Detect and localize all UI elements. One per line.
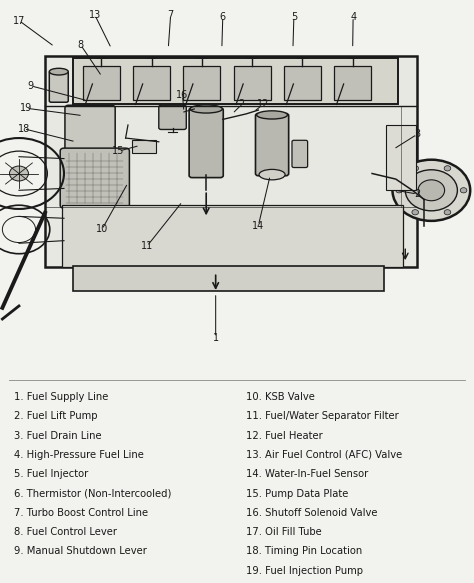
Text: 12: 12 — [257, 100, 269, 110]
Text: 9: 9 — [28, 81, 34, 91]
Text: 2: 2 — [238, 100, 245, 110]
FancyBboxPatch shape — [292, 141, 308, 167]
Text: 10. KSB Valve: 10. KSB Valve — [246, 392, 315, 402]
Text: 19. Fuel Injection Pump: 19. Fuel Injection Pump — [246, 566, 364, 576]
Text: 7: 7 — [167, 10, 174, 20]
Circle shape — [9, 166, 28, 181]
Circle shape — [396, 188, 402, 193]
FancyBboxPatch shape — [60, 148, 129, 208]
Text: 5: 5 — [291, 12, 297, 22]
Ellipse shape — [49, 68, 68, 75]
Text: 4: 4 — [350, 12, 356, 22]
Text: 6. Thermistor (Non-Intercooled): 6. Thermistor (Non-Intercooled) — [14, 489, 172, 498]
Ellipse shape — [256, 111, 287, 119]
Text: 13: 13 — [89, 10, 101, 20]
Text: 8. Fuel Control Lever: 8. Fuel Control Lever — [14, 527, 117, 537]
FancyBboxPatch shape — [159, 105, 186, 129]
FancyBboxPatch shape — [49, 71, 68, 102]
Circle shape — [412, 166, 419, 171]
Text: 8: 8 — [78, 40, 83, 50]
Text: 17. Oil Fill Tube: 17. Oil Fill Tube — [246, 527, 322, 537]
Text: 14. Water-In-Fuel Sensor: 14. Water-In-Fuel Sensor — [246, 469, 369, 479]
Text: 7. Turbo Boost Control Line: 7. Turbo Boost Control Line — [14, 508, 148, 518]
Text: 9. Manual Shutdown Lever: 9. Manual Shutdown Lever — [14, 546, 147, 557]
Circle shape — [444, 210, 451, 215]
FancyBboxPatch shape — [234, 66, 271, 100]
FancyBboxPatch shape — [45, 56, 417, 267]
Ellipse shape — [259, 170, 285, 180]
Circle shape — [392, 160, 470, 221]
Text: 16. Shutoff Solenoid Valve: 16. Shutoff Solenoid Valve — [246, 508, 378, 518]
Text: 1. Fuel Supply Line: 1. Fuel Supply Line — [14, 392, 109, 402]
FancyBboxPatch shape — [73, 266, 384, 291]
Circle shape — [444, 166, 451, 171]
Text: 4. High-Pressure Fuel Line: 4. High-Pressure Fuel Line — [14, 450, 144, 460]
Ellipse shape — [190, 105, 222, 113]
Circle shape — [412, 210, 419, 215]
Text: 18: 18 — [18, 124, 30, 134]
Text: 11: 11 — [141, 241, 153, 251]
Text: 1: 1 — [213, 333, 219, 343]
Text: 2: 2 — [414, 189, 420, 199]
FancyBboxPatch shape — [189, 108, 223, 178]
Text: 3: 3 — [414, 129, 420, 139]
Text: 12. Fuel Heater: 12. Fuel Heater — [246, 431, 323, 441]
FancyBboxPatch shape — [255, 114, 289, 175]
FancyBboxPatch shape — [334, 66, 371, 100]
Text: 10: 10 — [96, 224, 108, 234]
Text: 14: 14 — [252, 221, 264, 231]
Text: 18. Timing Pin Location: 18. Timing Pin Location — [246, 546, 363, 557]
Text: 16: 16 — [176, 90, 189, 100]
FancyBboxPatch shape — [133, 66, 170, 100]
Text: 15. Pump Data Plate: 15. Pump Data Plate — [246, 489, 349, 498]
FancyBboxPatch shape — [73, 58, 398, 104]
FancyBboxPatch shape — [284, 66, 321, 100]
Text: 6: 6 — [220, 12, 226, 22]
FancyBboxPatch shape — [183, 66, 220, 100]
FancyBboxPatch shape — [65, 105, 115, 156]
FancyBboxPatch shape — [132, 139, 156, 153]
Text: 3. Fuel Drain Line: 3. Fuel Drain Line — [14, 431, 102, 441]
FancyBboxPatch shape — [386, 125, 416, 190]
Text: 17: 17 — [13, 16, 25, 26]
Circle shape — [460, 188, 467, 193]
Circle shape — [405, 170, 457, 211]
Circle shape — [418, 180, 445, 201]
Text: 2. Fuel Lift Pump: 2. Fuel Lift Pump — [14, 412, 98, 422]
FancyBboxPatch shape — [62, 205, 403, 267]
Text: 13. Air Fuel Control (AFC) Valve: 13. Air Fuel Control (AFC) Valve — [246, 450, 403, 460]
FancyBboxPatch shape — [83, 66, 120, 100]
Text: 15: 15 — [112, 146, 125, 156]
Text: 5. Fuel Injector: 5. Fuel Injector — [14, 469, 89, 479]
Text: 19: 19 — [20, 103, 32, 113]
Text: 11. Fuel/Water Separator Filter: 11. Fuel/Water Separator Filter — [246, 412, 399, 422]
